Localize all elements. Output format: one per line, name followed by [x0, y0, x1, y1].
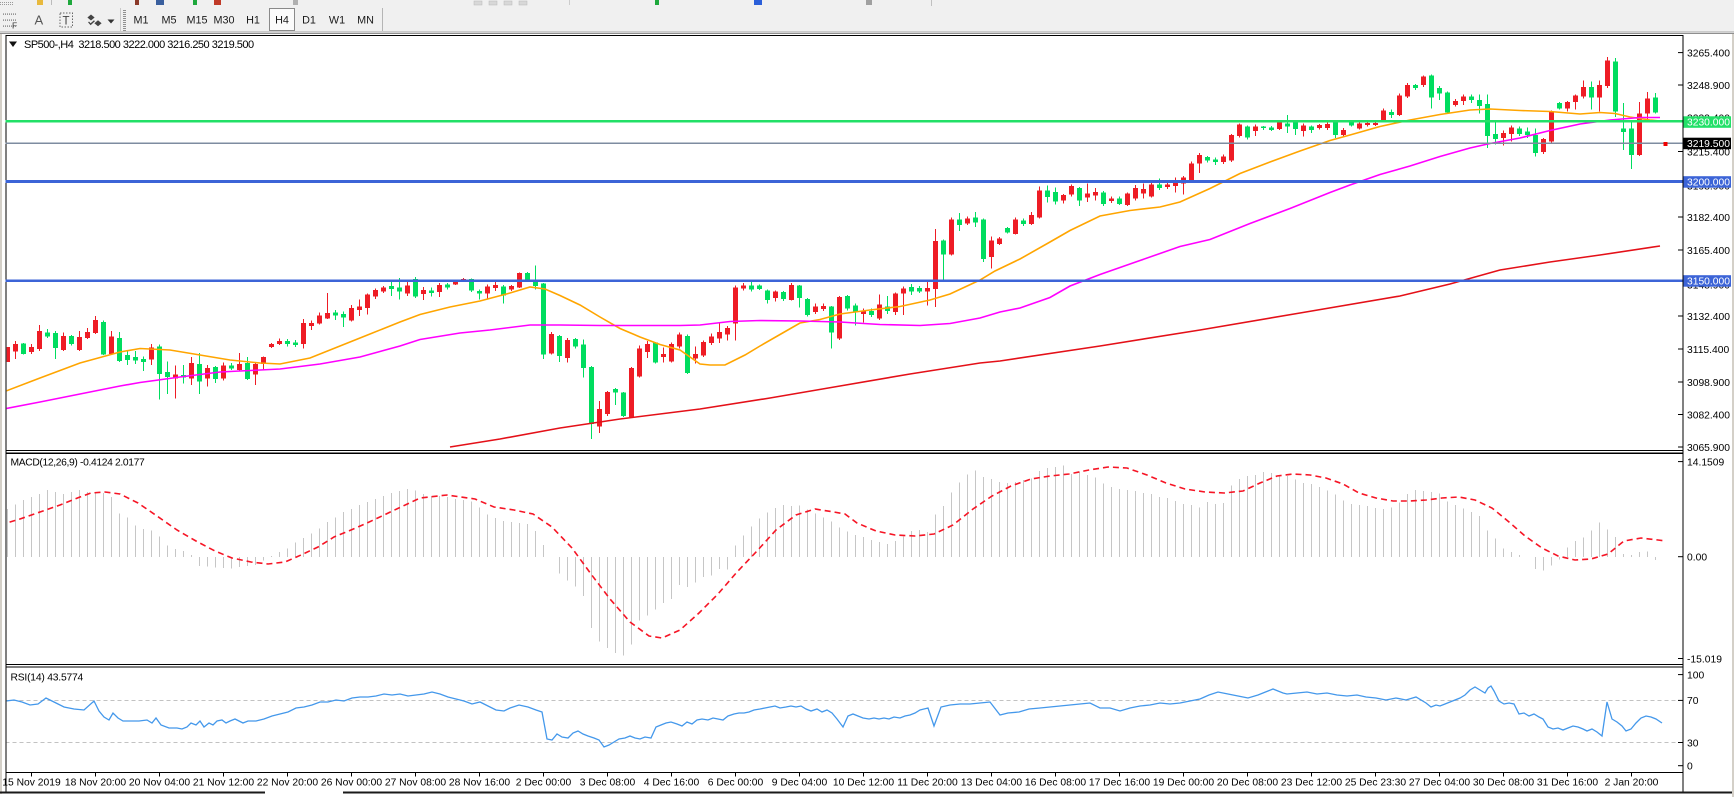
svg-text:25 Dec 23:30: 25 Dec 23:30 [1345, 778, 1407, 789]
svg-text:17 Dec 16:00: 17 Dec 16:00 [1089, 778, 1151, 789]
svg-text:3265.400: 3265.400 [1687, 48, 1730, 59]
svg-text:-15.019: -15.019 [1687, 654, 1722, 665]
svg-text:100: 100 [1687, 670, 1704, 681]
svg-text:3115.400: 3115.400 [1687, 345, 1729, 356]
svg-text:27 Nov 08:00: 27 Nov 08:00 [385, 778, 447, 789]
svg-text:28 Nov 16:00: 28 Nov 16:00 [449, 778, 511, 789]
svg-text:F: F [12, 21, 17, 31]
svg-text:9 Dec 04:00: 9 Dec 04:00 [772, 778, 828, 789]
svg-text:19 Dec 00:00: 19 Dec 00:00 [1153, 778, 1215, 789]
svg-text:M15: M15 [186, 14, 207, 26]
svg-text:0.00: 0.00 [1687, 553, 1707, 564]
svg-text:21 Nov 12:00: 21 Nov 12:00 [193, 778, 255, 789]
svg-text:M1: M1 [134, 14, 149, 26]
svg-text:14.1509: 14.1509 [1687, 457, 1724, 468]
svg-text:6 Dec 00:00: 6 Dec 00:00 [708, 778, 764, 789]
svg-text:22 Nov 20:00: 22 Nov 20:00 [257, 778, 319, 789]
svg-text:3098.900: 3098.900 [1687, 378, 1730, 389]
svg-text:3200.000: 3200.000 [1687, 178, 1730, 189]
svg-text:H4: H4 [275, 14, 289, 26]
svg-text:M5: M5 [162, 14, 177, 26]
svg-text:4 Dec 16:00: 4 Dec 16:00 [644, 778, 700, 789]
svg-text:3065.900: 3065.900 [1687, 443, 1730, 454]
svg-text:16 Dec 08:00: 16 Dec 08:00 [1025, 778, 1087, 789]
svg-text:W1: W1 [329, 14, 345, 26]
svg-text:27 Dec 04:00: 27 Dec 04:00 [1409, 778, 1471, 789]
svg-text:SP500-,H4 3218.500 3222.000 3: SP500-,H4 3218.500 3222.000 3216.250 321… [24, 39, 254, 51]
svg-text:H1: H1 [246, 14, 260, 26]
svg-text:30 Dec 08:00: 30 Dec 08:00 [1473, 778, 1535, 789]
svg-text:30: 30 [1687, 738, 1699, 749]
svg-text:26 Nov 00:00: 26 Nov 00:00 [321, 778, 383, 789]
svg-text:0: 0 [1687, 762, 1693, 773]
svg-text:3 Dec 08:00: 3 Dec 08:00 [580, 778, 636, 789]
svg-text:20 Nov 04:00: 20 Nov 04:00 [129, 778, 191, 789]
svg-text:2 Dec 00:00: 2 Dec 00:00 [516, 778, 572, 789]
svg-text:20 Dec 08:00: 20 Dec 08:00 [1217, 778, 1279, 789]
svg-text:2 Jan 20:00: 2 Jan 20:00 [1605, 778, 1659, 789]
svg-text:3248.900: 3248.900 [1687, 81, 1730, 92]
svg-text:31 Dec 16:00: 31 Dec 16:00 [1537, 778, 1599, 789]
svg-text:3182.400: 3182.400 [1687, 213, 1730, 224]
svg-text:15 Nov 2019: 15 Nov 2019 [2, 778, 61, 789]
svg-text:13 Dec 04:00: 13 Dec 04:00 [961, 778, 1023, 789]
svg-text:3215.400: 3215.400 [1687, 147, 1730, 158]
svg-text:D1: D1 [302, 14, 316, 26]
svg-text:3150.000: 3150.000 [1687, 277, 1730, 288]
svg-text:18 Nov 20:00: 18 Nov 20:00 [65, 778, 127, 789]
svg-text:3165.400: 3165.400 [1687, 246, 1730, 257]
svg-text:3219.500: 3219.500 [1687, 139, 1730, 150]
svg-text:3132.400: 3132.400 [1687, 312, 1730, 323]
svg-text:3082.400: 3082.400 [1687, 410, 1730, 421]
svg-text:11 Dec 20:00: 11 Dec 20:00 [897, 778, 958, 789]
svg-text:23 Dec 12:00: 23 Dec 12:00 [1281, 778, 1343, 789]
svg-text:MN: MN [357, 14, 374, 26]
svg-text:T: T [63, 16, 70, 28]
svg-text:10 Dec 12:00: 10 Dec 12:00 [833, 778, 895, 789]
svg-text:RSI(14) 43.5774: RSI(14) 43.5774 [11, 673, 84, 684]
svg-text:MACD(12,26,9) -0.4124 2.0177: MACD(12,26,9) -0.4124 2.0177 [11, 458, 145, 469]
svg-text:A: A [35, 12, 44, 27]
svg-text:3230.000: 3230.000 [1687, 118, 1730, 129]
svg-text:70: 70 [1687, 696, 1699, 707]
svg-text:M30: M30 [213, 14, 234, 26]
